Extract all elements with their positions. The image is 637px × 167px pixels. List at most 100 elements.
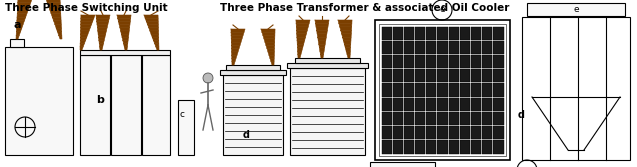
Polygon shape [264,39,275,42]
Bar [142,55,170,155]
Bar [493,98,503,111]
Polygon shape [268,52,275,55]
Bar [493,69,503,82]
Polygon shape [17,17,25,21]
Bar [493,83,503,97]
Bar [404,69,414,82]
Polygon shape [145,18,158,21]
Bar [482,98,492,111]
Bar [392,41,403,54]
Bar [438,83,448,97]
Polygon shape [118,18,131,21]
Bar [482,112,492,125]
Bar [382,98,392,111]
Polygon shape [96,18,110,21]
Bar [290,68,365,155]
Polygon shape [80,31,89,34]
Bar [404,83,414,97]
Bar [415,98,426,111]
Bar [10,39,24,47]
Polygon shape [17,6,29,10]
Bar [426,98,436,111]
Bar [438,140,448,153]
Polygon shape [296,20,310,23]
Polygon shape [16,35,19,39]
Bar [404,140,414,153]
Polygon shape [339,23,352,27]
Bar [493,41,503,54]
Polygon shape [80,28,90,31]
Polygon shape [345,44,351,48]
Polygon shape [319,48,325,51]
Polygon shape [18,0,32,3]
Polygon shape [47,3,61,6]
Text: e: e [524,165,530,167]
Bar [448,126,459,139]
Bar [448,55,459,68]
Polygon shape [265,42,275,45]
Text: b: b [96,95,104,105]
Bar [448,98,459,111]
Bar [80,55,110,155]
Polygon shape [266,45,275,49]
Polygon shape [120,31,129,34]
Bar [460,27,470,40]
Polygon shape [343,41,351,44]
Text: Three Phase Switching Unit: Three Phase Switching Unit [5,3,168,13]
Polygon shape [57,32,62,35]
Bar [382,27,392,40]
Polygon shape [117,15,131,18]
Polygon shape [51,14,61,17]
Bar [295,58,360,63]
Text: d: d [518,110,525,120]
Polygon shape [343,37,351,41]
Polygon shape [231,39,242,42]
Polygon shape [317,30,327,34]
Bar [438,27,448,40]
Bar [426,83,436,97]
Text: a: a [13,20,20,30]
Bar [382,55,392,68]
Polygon shape [148,25,159,28]
Polygon shape [231,36,243,39]
Bar [471,27,481,40]
Bar [382,83,392,97]
Polygon shape [318,37,326,41]
Polygon shape [52,17,61,21]
Polygon shape [231,29,245,32]
Bar [448,140,459,153]
Polygon shape [55,24,61,28]
Bar [415,140,426,153]
Polygon shape [318,44,326,48]
Polygon shape [316,27,328,30]
Polygon shape [297,34,306,37]
Polygon shape [262,32,275,36]
Polygon shape [50,10,61,14]
Polygon shape [98,31,106,34]
Polygon shape [261,29,275,32]
Bar [382,112,392,125]
Polygon shape [298,55,301,58]
Polygon shape [97,28,107,31]
Polygon shape [54,21,61,24]
Polygon shape [16,32,20,35]
Polygon shape [17,14,27,17]
Polygon shape [99,47,103,50]
Polygon shape [81,18,94,21]
Polygon shape [267,49,275,52]
Bar [415,27,426,40]
Polygon shape [297,44,304,48]
Polygon shape [155,44,159,47]
Bar [220,70,286,75]
Text: Three Phase Transformer & associated Oil Cooler: Three Phase Transformer & associated Oil… [220,3,510,13]
Bar [493,126,503,139]
Bar [392,126,403,139]
Polygon shape [122,37,129,40]
Polygon shape [97,21,108,25]
Bar [426,27,436,40]
Bar [404,55,414,68]
Polygon shape [338,20,352,23]
Bar [426,41,436,54]
Bar [178,100,194,155]
Bar [438,55,448,68]
